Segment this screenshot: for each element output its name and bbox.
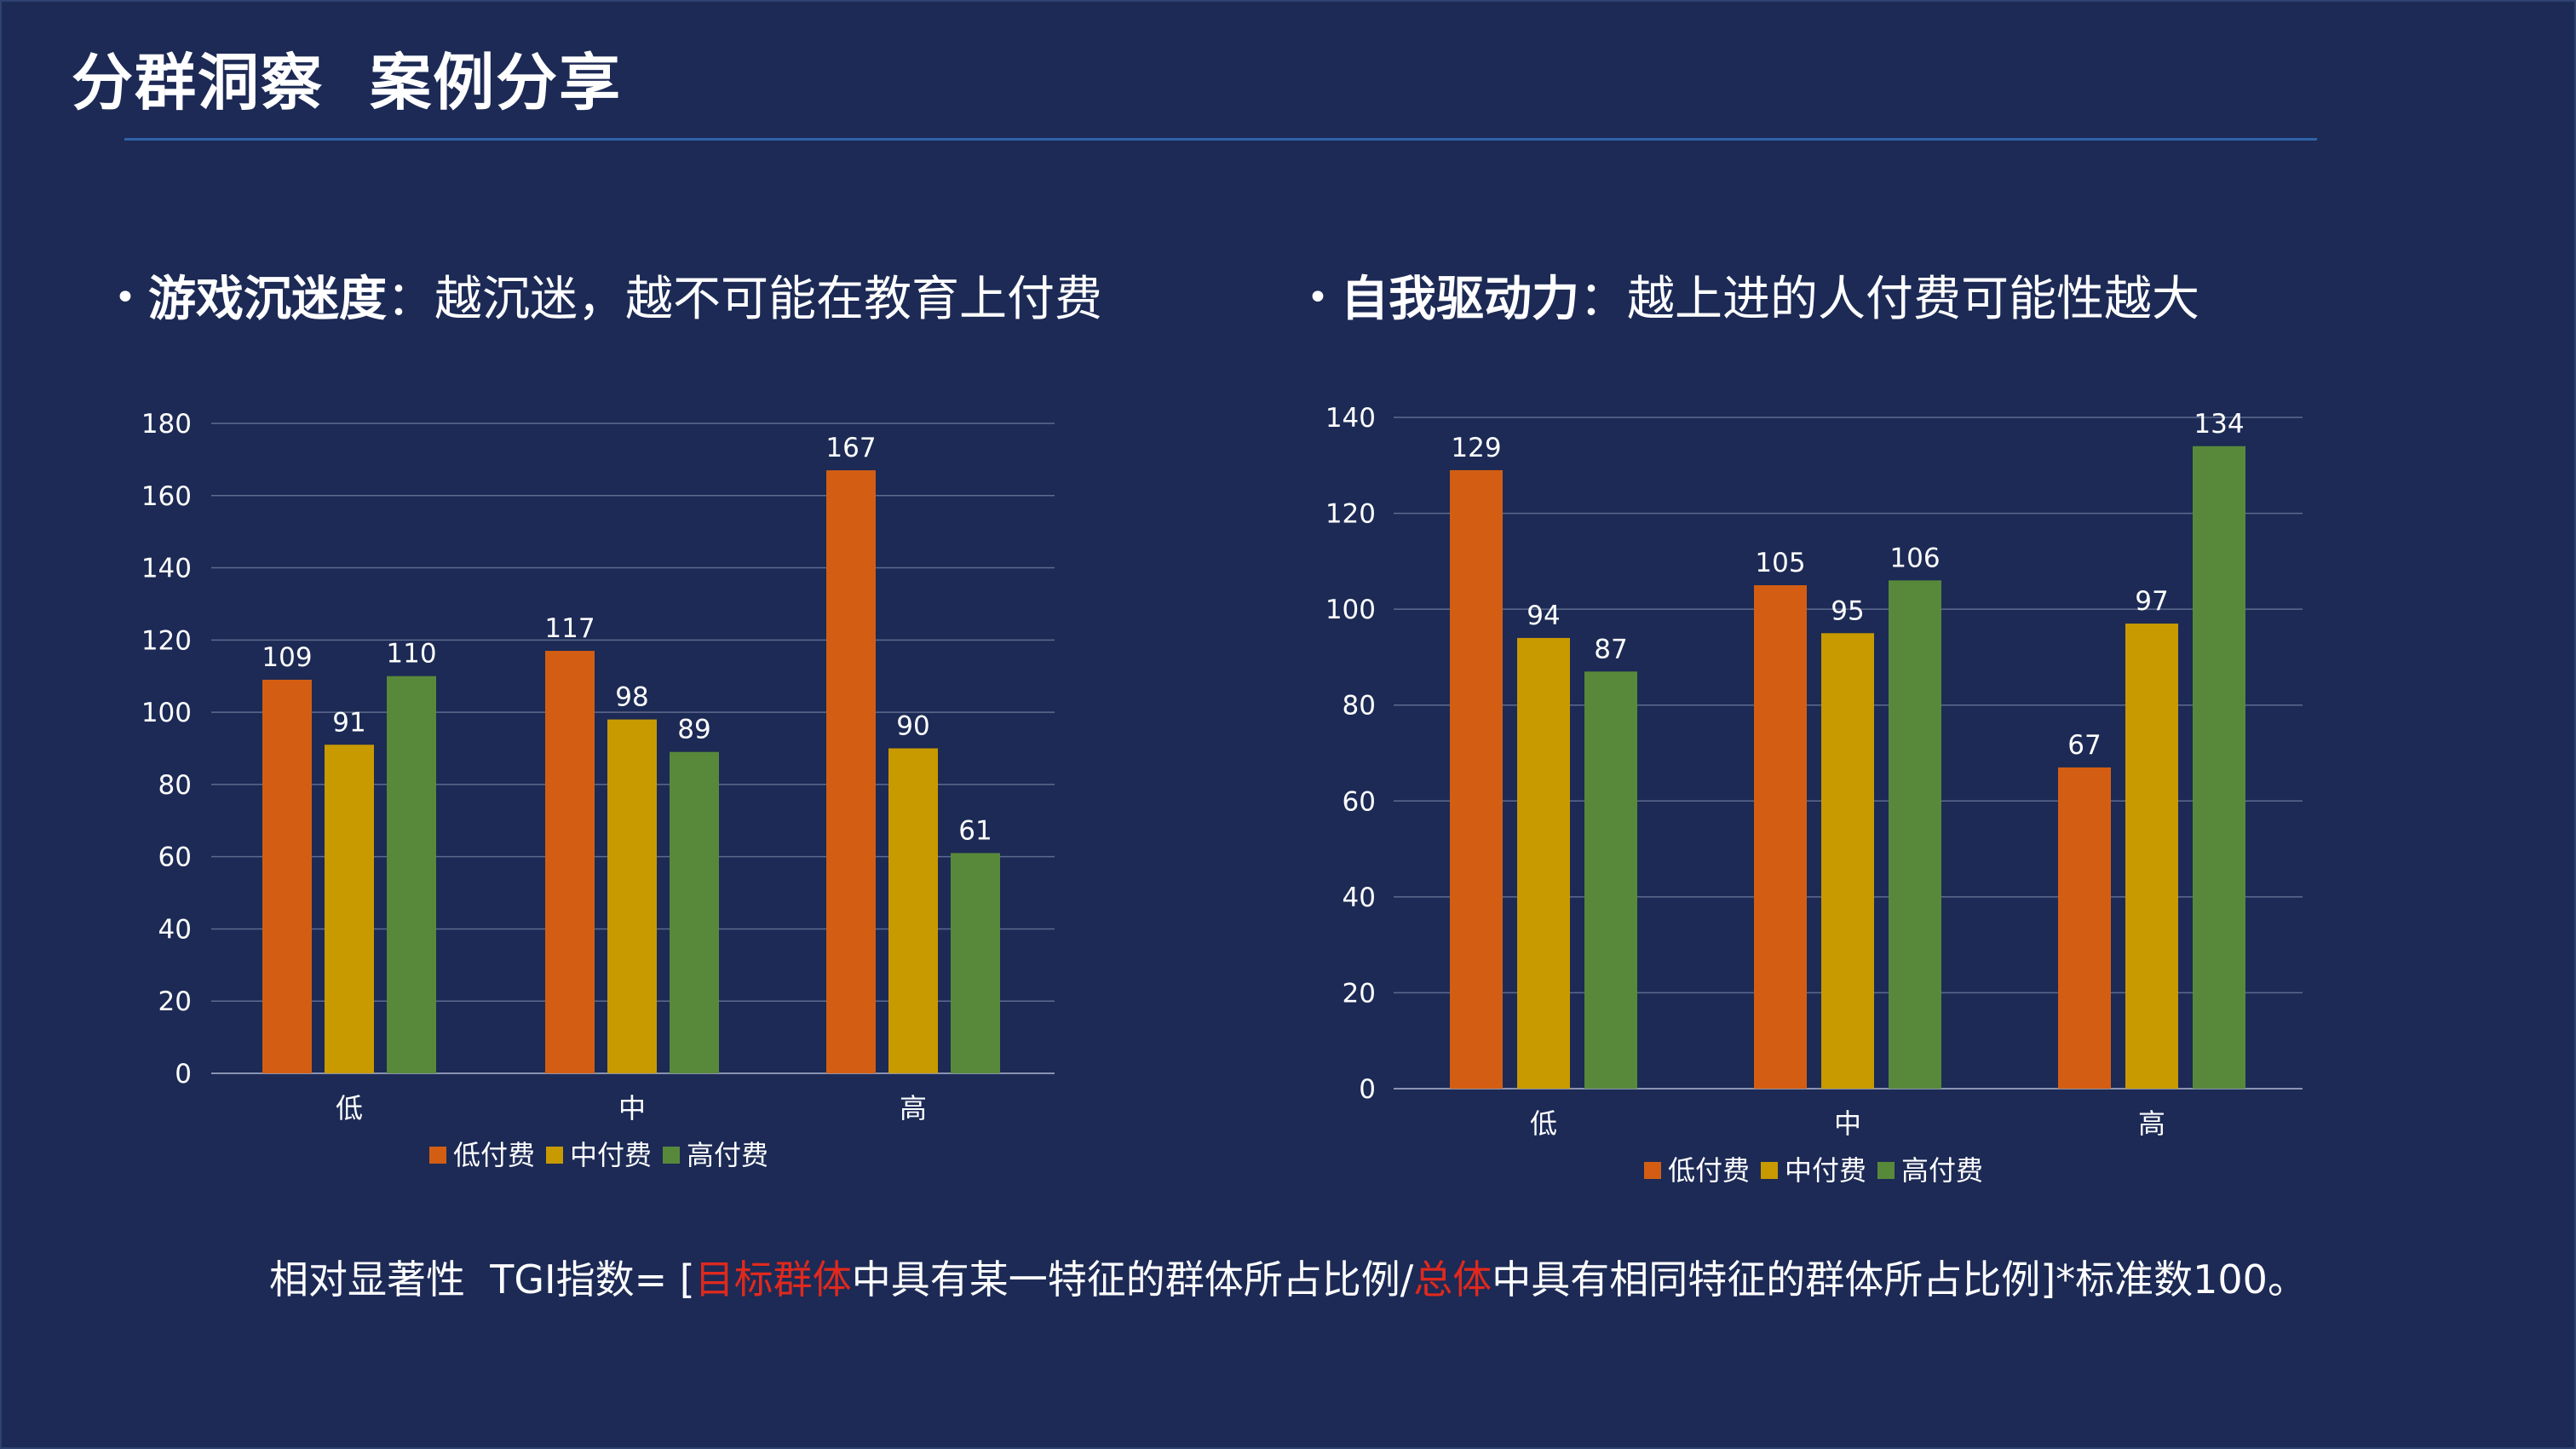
footnote-part1: 相对显著性 TGI指数= [ [269, 1256, 695, 1302]
x-category-label: 高 [2138, 1107, 2165, 1140]
legend-label: 中付费 [570, 1139, 652, 1171]
y-tick-label: 120 [1325, 499, 1376, 530]
right-heading-text: ：越上进的人付费可能性越大 [1578, 272, 2199, 327]
x-category-label: 低 [336, 1092, 363, 1124]
y-tick-label: 0 [1359, 1074, 1376, 1105]
tgi-footnote: 相对显著性 TGI指数= [目标群体中具有某一特征的群体所占比例/总体中具有相同… [0, 1249, 2576, 1305]
data-label: 91 [332, 707, 365, 738]
data-label: 97 [2135, 586, 2168, 617]
y-tick-label: 100 [141, 698, 192, 728]
legend-label: 高付费 [1901, 1154, 1983, 1187]
bar-0-1 [325, 745, 374, 1073]
y-tick-label: 140 [141, 554, 192, 584]
y-tick-label: 0 [175, 1059, 192, 1090]
y-tick-label: 20 [158, 986, 192, 1017]
bar-0-0 [262, 679, 312, 1073]
y-tick-label: 40 [158, 914, 192, 945]
data-label: 94 [1527, 601, 1560, 631]
legend-swatch [546, 1147, 563, 1164]
y-tick-label: 180 [141, 409, 192, 440]
legend-swatch [1761, 1162, 1778, 1179]
data-label: 87 [1594, 634, 1627, 664]
left-heading-text: ：越沉迷，越不可能在教育上付费 [386, 272, 1102, 327]
data-label: 89 [677, 715, 710, 745]
bullet-icon: • [114, 276, 136, 319]
bar-1-0 [545, 651, 595, 1073]
y-tick-label: 120 [141, 625, 192, 656]
x-category-label: 中 [1834, 1107, 1861, 1140]
data-label: 95 [1831, 595, 1864, 626]
data-label: 117 [544, 613, 595, 644]
bar-2-2 [2193, 446, 2245, 1089]
bar-1-2 [670, 751, 719, 1073]
bar-0-1 [1517, 637, 1570, 1089]
y-tick-label: 140 [1325, 403, 1376, 434]
bar-0-0 [1450, 469, 1503, 1089]
right-heading-keyword: 自我驱动力 [1340, 272, 1579, 327]
left-heading-keyword: 游戏沉迷度 [147, 272, 387, 327]
data-label: 90 [896, 711, 929, 742]
y-tick-label: 160 [141, 481, 192, 512]
bar-0-2 [387, 676, 436, 1073]
bullet-icon: • [1307, 276, 1329, 319]
x-category-label: 低 [1530, 1107, 1557, 1140]
data-label: 105 [1755, 548, 1805, 578]
bar-2-1 [2125, 624, 2178, 1089]
footnote-highlight-total: 总体 [1413, 1256, 1492, 1302]
bar-1-2 [1889, 580, 1941, 1089]
legend-label: 低付费 [453, 1139, 535, 1171]
data-label: 110 [386, 639, 436, 670]
y-tick-label: 40 [1343, 883, 1376, 913]
bar-1-0 [1754, 585, 1807, 1089]
bar-1-1 [607, 719, 657, 1073]
footnote-highlight-target: 目标群体 [694, 1256, 852, 1302]
y-tick-label: 80 [1343, 691, 1376, 722]
bar-1-1 [1821, 633, 1874, 1089]
legend-label: 中付费 [1785, 1154, 1866, 1187]
data-label: 129 [1451, 433, 1501, 463]
x-category-label: 高 [900, 1092, 927, 1124]
data-label: 167 [825, 433, 876, 463]
legend-swatch [1644, 1162, 1661, 1179]
data-label: 106 [1889, 543, 1940, 573]
left-chart-heading: • 游戏沉迷度：越沉迷，越不可能在教育上付费 [114, 261, 1102, 330]
bar-0-2 [1584, 671, 1637, 1089]
bar-2-0 [826, 470, 876, 1073]
y-tick-label: 80 [158, 770, 192, 801]
title-divider [124, 138, 2317, 141]
bar-2-1 [888, 748, 938, 1073]
data-label: 134 [2194, 409, 2244, 440]
legend-label: 低付费 [1668, 1154, 1750, 1187]
page-title: 分群洞察 案例分享 [72, 47, 623, 118]
data-label: 98 [615, 682, 648, 713]
legend-swatch [663, 1147, 680, 1164]
data-label: 109 [262, 642, 312, 673]
legend-label: 高付费 [687, 1139, 768, 1171]
y-tick-label: 100 [1325, 595, 1376, 625]
x-category-label: 中 [618, 1092, 646, 1124]
data-label: 67 [2067, 730, 2101, 761]
legend-swatch [429, 1147, 446, 1164]
footnote-part2: 中具有某一特征的群体所占比例/ [851, 1256, 1414, 1302]
data-label: 61 [958, 815, 992, 846]
y-tick-label: 60 [158, 842, 192, 873]
footnote-part3: 中具有相同特征的群体所占比例]*标准数100。 [1492, 1256, 2307, 1302]
y-tick-label: 20 [1343, 978, 1376, 1009]
bar-2-0 [2058, 767, 2111, 1089]
legend-swatch [1877, 1162, 1895, 1179]
y-tick-label: 60 [1343, 786, 1376, 817]
bar-2-2 [951, 853, 1000, 1073]
right-chart-heading: • 自我驱动力：越上进的人付费可能性越大 [1307, 261, 2199, 330]
